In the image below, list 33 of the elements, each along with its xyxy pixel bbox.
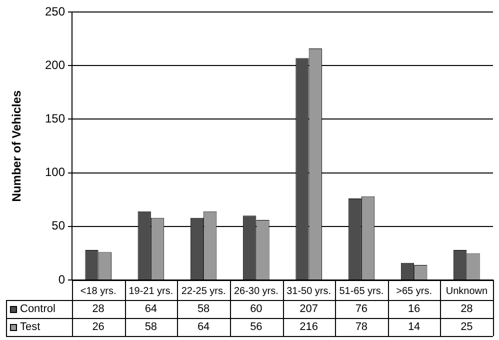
y-tick-label: 100 (44, 165, 66, 180)
x-tick-label: 51-65 yrs. (339, 286, 384, 297)
data-label: 16 (408, 303, 420, 316)
y-tick-label: 250 (44, 4, 66, 18)
data-label: 26 (92, 321, 104, 334)
y-tick-label: 0 (58, 272, 66, 286)
y-tick-label: 150 (44, 112, 66, 126)
data-label: 14 (408, 321, 420, 334)
legend-label: Test (20, 321, 40, 334)
data-label: 58 (197, 303, 210, 316)
data-label: 25 (460, 321, 473, 334)
y-tick-label: 50 (52, 218, 66, 233)
x-tick-label: 22-25 yrs. (181, 286, 226, 297)
x-tick-label: 26-30 yrs. (234, 286, 278, 297)
data-label: 78 (355, 321, 368, 334)
data-label: 58 (144, 321, 158, 334)
y-tick-label: 200 (44, 58, 66, 72)
data-label: 64 (144, 303, 158, 316)
data-label: 60 (250, 303, 262, 316)
data-label: 56 (250, 321, 262, 334)
y-axis-title: Number of Vehicles (10, 90, 24, 202)
data-label: 216 (300, 321, 318, 334)
x-tick-label: >65 yrs. (396, 286, 432, 297)
x-tick-label: 19-21 yrs. (128, 286, 174, 297)
legend-label: Control (20, 303, 56, 316)
x-tick-label: Unknown (446, 286, 488, 297)
x-tick-label: <18 yrs. (80, 286, 116, 297)
data-label: 207 (300, 303, 318, 316)
data-label: 28 (460, 303, 473, 316)
data-label: 28 (92, 303, 104, 316)
data-label: 76 (355, 303, 368, 316)
x-tick-label: 31-50 yrs. (286, 286, 332, 297)
data-label: 64 (197, 321, 210, 334)
